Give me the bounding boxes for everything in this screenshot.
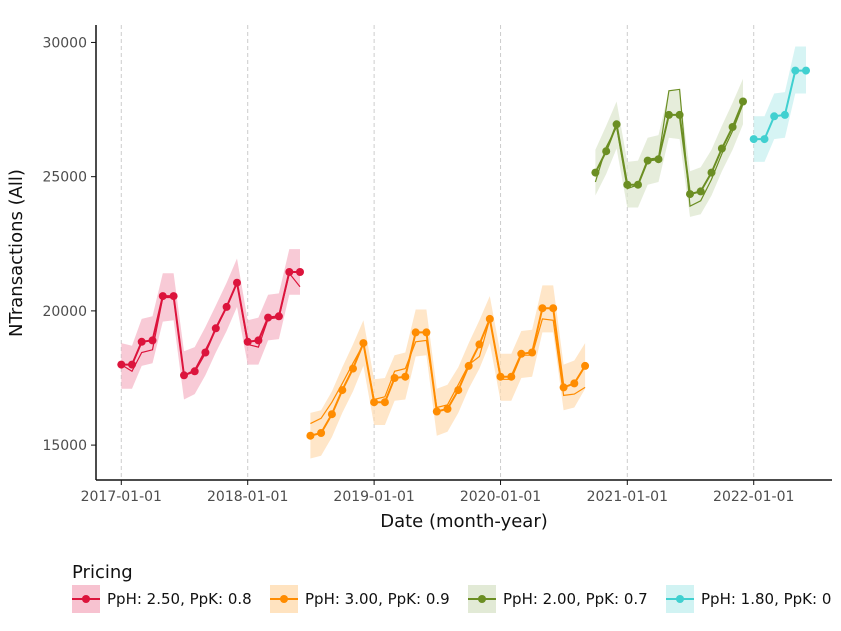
data-point-series-1	[148, 336, 157, 345]
x-tick-label: 2020-01-01	[460, 489, 541, 505]
data-point-series-3	[634, 180, 642, 189]
data-point-series-3	[739, 97, 747, 106]
legend-swatch-point	[478, 595, 486, 603]
data-point-series-3	[612, 120, 621, 129]
x-tick-label: 2022-01-01	[713, 489, 794, 505]
data-point-series-3	[696, 187, 705, 196]
data-point-series-2	[538, 304, 547, 313]
data-point-series-3	[686, 190, 694, 199]
data-point-series-1	[128, 360, 136, 369]
confidence-band-series-2	[310, 285, 586, 459]
fitted-line-series-2	[310, 318, 586, 425]
data-point-series-2	[485, 314, 494, 323]
confidence-band-series-1	[121, 249, 300, 400]
data-point-series-1	[285, 268, 294, 276]
y-tick-label: 30000	[42, 35, 87, 51]
data-point-series-1	[274, 312, 283, 321]
data-point-series-2	[422, 328, 431, 337]
observed-points	[117, 66, 810, 440]
data-point-series-1	[211, 324, 220, 333]
x-tick-label: 2019-01-01	[333, 489, 414, 505]
x-axis-title: Date (month-year)	[380, 511, 548, 532]
data-point-series-1	[117, 360, 126, 369]
data-point-series-1	[169, 292, 178, 301]
data-point-series-2	[370, 398, 379, 407]
data-point-series-3	[717, 144, 726, 153]
data-point-series-2	[380, 398, 389, 407]
data-point-series-1	[296, 268, 304, 276]
axes	[95, 25, 832, 481]
legend-label: PpH: 2.50, PpK: 0.8	[107, 590, 252, 608]
legend-swatch-point	[280, 595, 288, 603]
data-point-series-2	[549, 304, 558, 313]
data-point-series-2	[475, 340, 484, 349]
data-point-series-1	[243, 337, 252, 346]
data-point-series-3	[728, 123, 737, 131]
data-point-series-2	[496, 372, 505, 381]
data-point-series-2	[517, 349, 526, 358]
y-axis-title: NTransactions (All)	[6, 169, 27, 337]
data-point-series-2	[327, 410, 336, 419]
y-tick-label: 25000	[42, 170, 87, 186]
x-tick-label: 2018-01-01	[207, 489, 288, 505]
data-point-series-3	[675, 110, 684, 119]
data-point-series-3	[591, 168, 600, 177]
y-axis-ticks: 15000 20000 25000 30000	[42, 35, 96, 454]
data-point-series-2	[401, 372, 410, 381]
data-point-series-2	[411, 328, 420, 337]
confidence-bands	[121, 46, 806, 459]
data-point-series-1	[201, 348, 210, 357]
data-point-series-2	[306, 431, 315, 440]
data-point-series-1	[222, 302, 231, 311]
legend-label: PpH: 3.00, PpK: 0.9	[305, 590, 450, 608]
data-point-series-4	[760, 135, 769, 144]
legend-swatch-point	[82, 595, 90, 603]
legend-label: PpH: 1.80, PpK: 0	[701, 590, 831, 608]
confidence-band-series-4	[753, 46, 806, 162]
data-point-series-3	[623, 180, 632, 189]
x-tick-label: 2021-01-01	[587, 489, 668, 505]
legend-label: PpH: 2.00, PpK: 0.7	[503, 590, 648, 608]
data-point-series-1	[254, 336, 263, 345]
data-point-series-2	[570, 379, 579, 388]
data-point-series-2	[528, 348, 537, 357]
legend: PpH: 2.50, PpK: 0.8 PpH: 3.00, PpK: 0.9 Pp…	[72, 585, 831, 613]
data-point-series-4	[749, 135, 758, 144]
data-point-series-3	[664, 110, 673, 119]
data-point-series-3	[643, 156, 652, 165]
data-point-series-2	[359, 339, 368, 348]
data-point-series-1	[137, 337, 146, 346]
data-point-series-2	[559, 383, 568, 392]
data-point-series-2	[464, 361, 473, 370]
data-point-series-3	[602, 147, 611, 156]
data-point-series-3	[654, 155, 663, 164]
data-point-series-4	[791, 66, 800, 75]
data-point-series-2	[454, 386, 463, 395]
x-tick-label: 2017-01-01	[81, 489, 162, 505]
y-tick-label: 15000	[42, 438, 87, 454]
x-axis-ticks: 2017-01-01 2018-01-01 2019-01-01 2020-01-01…	[81, 480, 794, 505]
data-point-series-1	[158, 292, 167, 301]
data-point-series-2	[443, 404, 452, 413]
data-point-series-1	[233, 278, 241, 287]
data-point-series-2	[581, 361, 590, 370]
data-point-series-2	[390, 374, 399, 382]
data-point-series-4	[780, 110, 789, 119]
legend-title: Pricing	[72, 562, 133, 583]
data-point-series-2	[432, 407, 441, 416]
data-point-series-4	[802, 66, 810, 75]
legend-swatch-point	[676, 595, 684, 603]
data-point-series-2	[507, 372, 516, 381]
data-point-series-1	[264, 313, 273, 322]
data-point-series-2	[338, 386, 347, 395]
y-tick-label: 20000	[42, 304, 87, 320]
data-point-series-1	[180, 371, 188, 380]
data-point-series-1	[190, 367, 199, 376]
data-point-series-3	[707, 168, 716, 177]
data-point-series-4	[770, 112, 779, 121]
data-point-series-2	[317, 429, 326, 437]
data-point-series-2	[349, 364, 357, 373]
